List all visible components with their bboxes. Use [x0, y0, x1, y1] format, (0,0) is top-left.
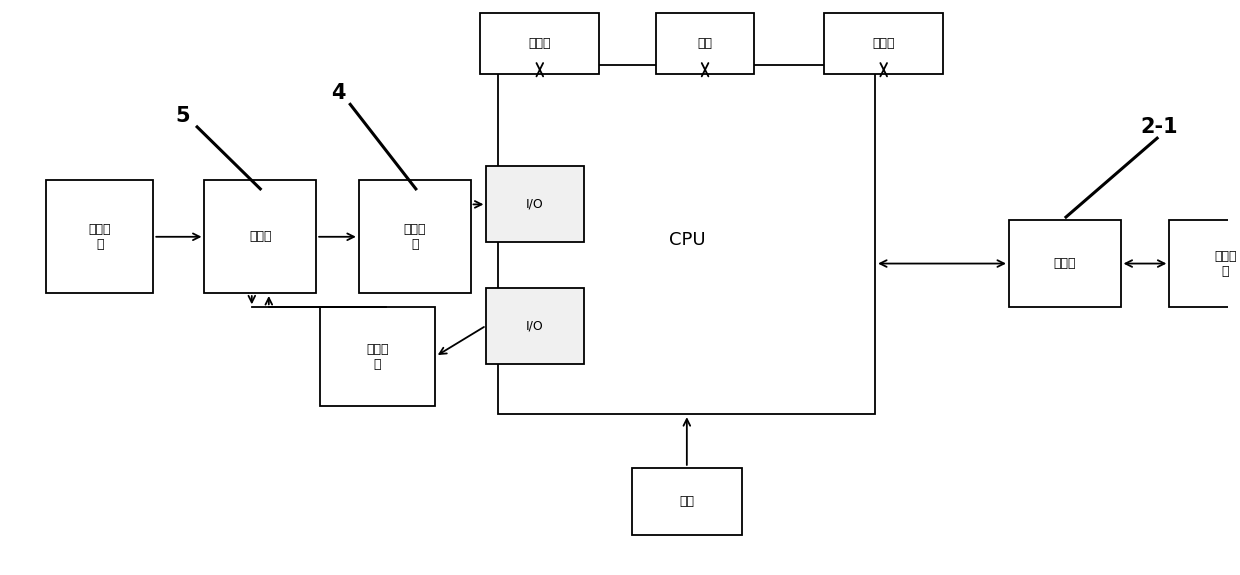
Bar: [825, 13, 944, 75]
Text: 输出控
制: 输出控 制: [366, 343, 389, 370]
Bar: [656, 13, 754, 75]
Bar: [632, 468, 742, 535]
Bar: [498, 65, 875, 414]
Bar: [486, 288, 584, 363]
Text: 存储器: 存储器: [528, 37, 551, 50]
Bar: [486, 166, 584, 243]
Text: CPU: CPU: [668, 231, 706, 248]
Bar: [358, 181, 470, 293]
Text: 电缆温
度: 电缆温 度: [88, 223, 112, 251]
Text: 2-1: 2-1: [1141, 117, 1178, 137]
Text: 显示器: 显示器: [873, 37, 895, 50]
Bar: [1169, 220, 1240, 307]
Text: I/O: I/O: [526, 319, 544, 332]
Bar: [1009, 220, 1121, 307]
Bar: [205, 181, 316, 293]
Text: 时钟: 时钟: [698, 37, 713, 50]
Text: 5: 5: [175, 106, 190, 125]
Text: 4: 4: [331, 83, 345, 103]
Text: 电源: 电源: [680, 495, 694, 508]
Text: 接口电
路: 接口电 路: [403, 223, 425, 251]
Text: 光端机: 光端机: [1054, 257, 1076, 270]
Bar: [320, 307, 435, 406]
Bar: [480, 13, 599, 75]
Text: 通讯网
络: 通讯网 络: [1214, 250, 1236, 278]
Text: I/O: I/O: [526, 198, 544, 211]
Text: 传感器: 传感器: [249, 230, 272, 243]
Bar: [46, 181, 154, 293]
